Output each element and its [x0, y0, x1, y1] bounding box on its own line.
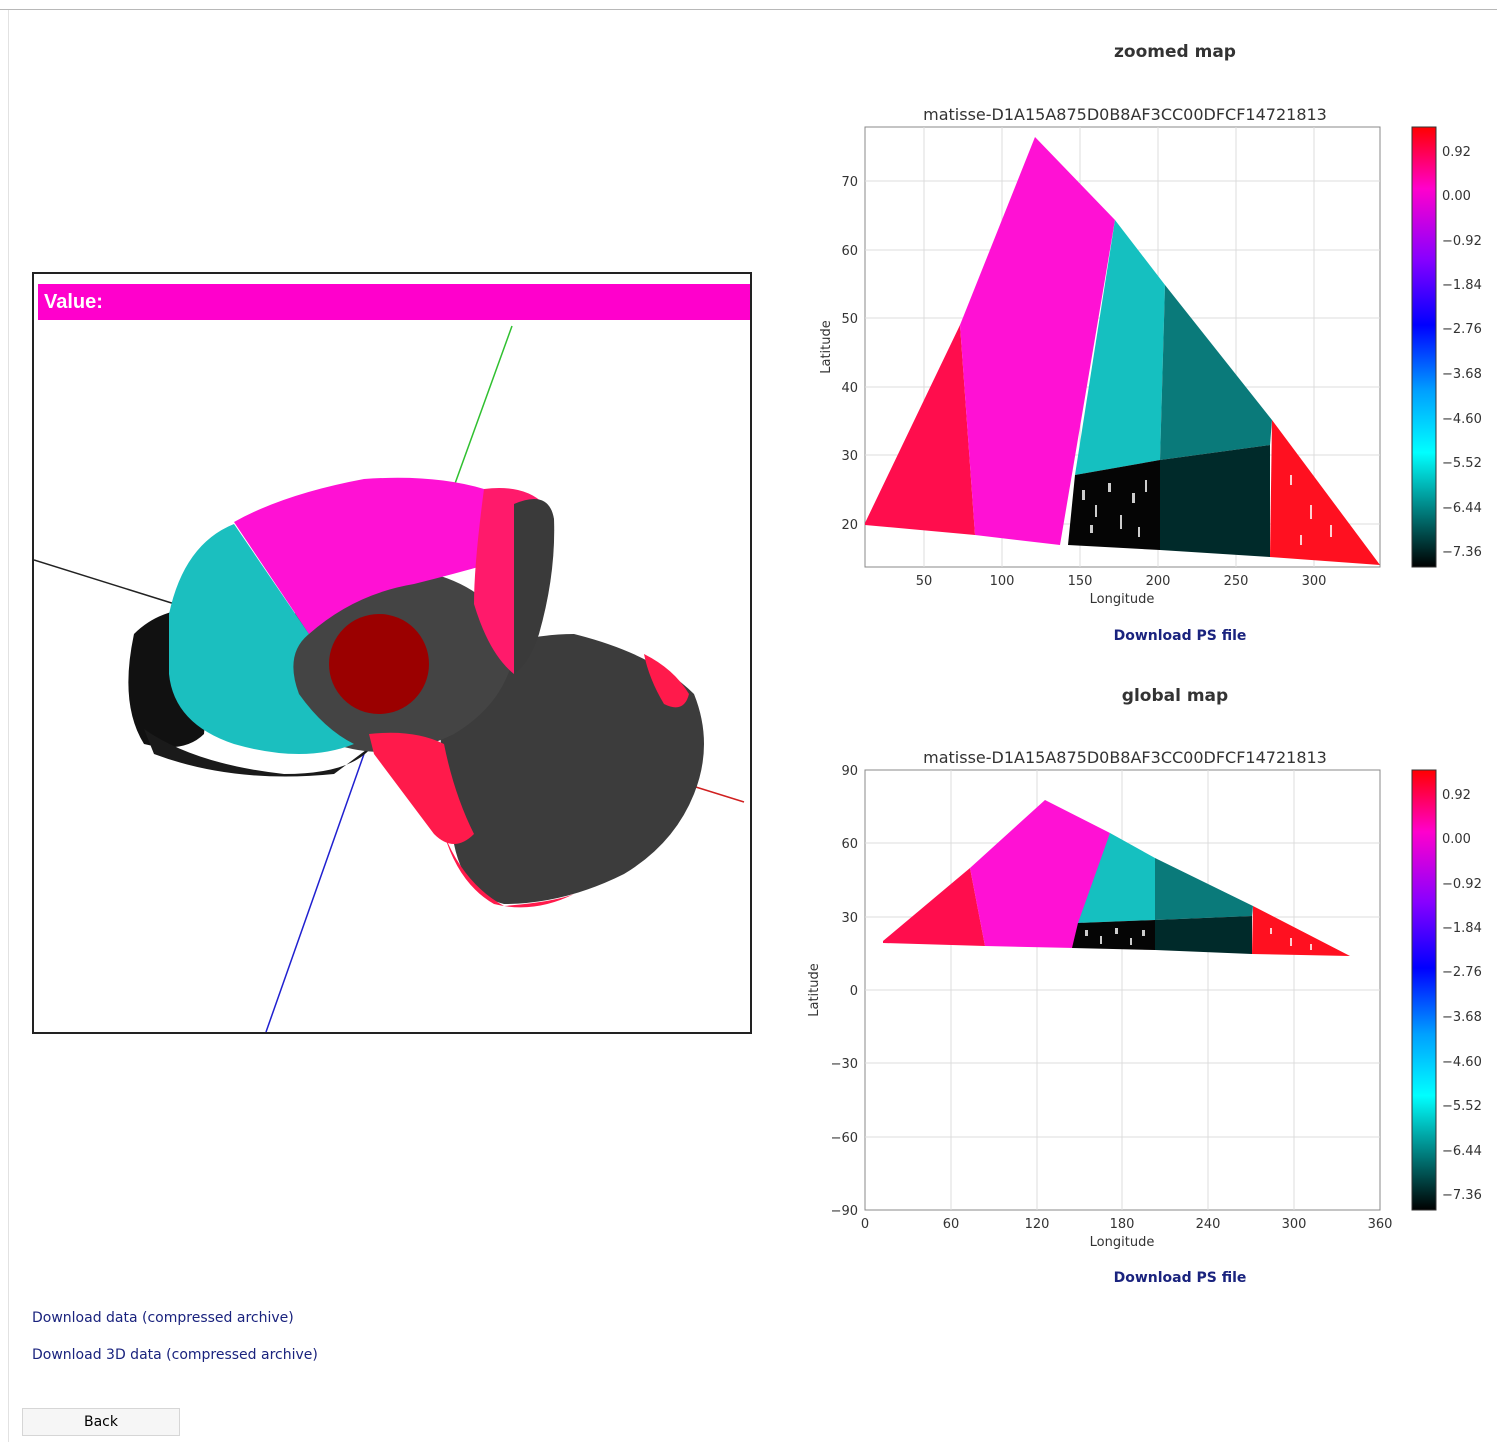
svg-text:50: 50 [916, 574, 933, 589]
svg-text:−60: −60 [831, 1131, 858, 1146]
global-ylabel: Latitude [807, 963, 822, 1017]
selection-marker[interactable] [329, 614, 429, 714]
svg-text:−1.84: −1.84 [1442, 278, 1482, 293]
svg-text:−4.60: −4.60 [1442, 412, 1482, 427]
svg-text:−6.44: −6.44 [1442, 1144, 1482, 1159]
zoomed-xlabel: Longitude [1090, 592, 1155, 607]
svg-text:−7.36: −7.36 [1442, 1188, 1482, 1203]
svg-text:40: 40 [841, 381, 858, 396]
global-xticks: 0 60 120 180 240 300 360 [861, 1217, 1393, 1232]
svg-text:60: 60 [943, 1217, 960, 1232]
global-download-ps-link[interactable]: Download PS file [1113, 1270, 1247, 1286]
svg-text:0: 0 [850, 984, 858, 999]
zoomed-yticks: 20 30 40 50 60 70 [841, 175, 858, 533]
svg-text:300: 300 [1302, 574, 1327, 589]
svg-text:250: 250 [1224, 574, 1249, 589]
top-divider [0, 9, 1497, 10]
svg-text:−6.44: −6.44 [1442, 501, 1482, 516]
svg-text:0.00: 0.00 [1442, 189, 1471, 204]
zoomed-xticks: 50 100 150 200 250 300 [916, 574, 1327, 589]
svg-text:30: 30 [841, 449, 858, 464]
svg-text:200: 200 [1146, 574, 1171, 589]
svg-text:−2.76: −2.76 [1442, 965, 1482, 980]
svg-text:0.92: 0.92 [1442, 788, 1471, 803]
zoomed-download-ps-link[interactable]: Download PS file [1113, 628, 1247, 644]
svg-text:0: 0 [861, 1217, 869, 1232]
svg-text:−1.84: −1.84 [1442, 921, 1482, 936]
zoomed-map-heading: zoomed map [1114, 42, 1236, 62]
x-axis-black [34, 559, 195, 611]
svg-text:0.92: 0.92 [1442, 145, 1471, 160]
global-map-title: matisse-D1A15A875D0B8AF3CC00DFCF14721813 [923, 748, 1327, 767]
svg-text:0.00: 0.00 [1442, 832, 1471, 847]
svg-text:−3.68: −3.68 [1442, 1010, 1482, 1025]
svg-text:−2.76: −2.76 [1442, 322, 1482, 337]
download-3d-data-link[interactable]: Download 3D data (compressed archive) [32, 1347, 318, 1363]
zoomed-colorbar [1411, 126, 1437, 568]
value-bar: Value: [38, 284, 750, 320]
global-map-heading: global map [1121, 686, 1229, 706]
svg-text:120: 120 [1025, 1217, 1050, 1232]
svg-text:30: 30 [841, 911, 858, 926]
svg-text:150: 150 [1068, 574, 1093, 589]
zoomed-map-plot: matisse-D1A15A875D0B8AF3CC00DFCF14721813… [819, 105, 1482, 607]
global-map-data [883, 800, 1350, 956]
zoomed-colorbar-ticks: 0.92 0.00 −0.92 −1.84 −2.76 −3.68 −4.60 … [1442, 145, 1482, 560]
zoomed-map-title: matisse-D1A15A875D0B8AF3CC00DFCF14721813 [923, 105, 1327, 124]
svg-text:100: 100 [990, 574, 1015, 589]
3d-model-canvas[interactable] [34, 274, 750, 1032]
svg-text:60: 60 [841, 837, 858, 852]
3d-viewer[interactable]: Value: [32, 272, 752, 1034]
zoomed-map-data [865, 137, 1380, 565]
svg-text:−0.92: −0.92 [1442, 234, 1482, 249]
global-colorbar-ticks: 0.92 0.00 −0.92 −1.84 −2.76 −3.68 −4.60 … [1442, 788, 1482, 1203]
svg-text:−4.60: −4.60 [1442, 1055, 1482, 1070]
back-button[interactable]: Back [22, 1408, 180, 1436]
svg-text:−90: −90 [831, 1204, 858, 1219]
download-data-link[interactable]: Download data (compressed archive) [32, 1310, 294, 1326]
svg-text:−3.68: −3.68 [1442, 367, 1482, 382]
global-map-plot: matisse-D1A15A875D0B8AF3CC00DFCF14721813… [807, 748, 1482, 1250]
svg-text:−5.52: −5.52 [1442, 456, 1482, 471]
z-axis-blue [265, 753, 365, 1032]
global-yticks: 90 60 30 0 −30 −60 −90 [831, 764, 858, 1219]
global-grid [865, 770, 1380, 1210]
svg-text:60: 60 [841, 244, 858, 259]
svg-text:−7.36: −7.36 [1442, 545, 1482, 560]
global-colorbar [1411, 769, 1437, 1211]
comet-shape-model [128, 477, 704, 908]
svg-text:70: 70 [841, 175, 858, 190]
svg-text:300: 300 [1282, 1217, 1307, 1232]
svg-text:−5.52: −5.52 [1442, 1099, 1482, 1114]
svg-text:90: 90 [841, 764, 858, 779]
svg-text:−30: −30 [831, 1057, 858, 1072]
svg-text:180: 180 [1110, 1217, 1135, 1232]
left-divider [8, 10, 9, 1442]
svg-text:50: 50 [841, 312, 858, 327]
global-xlabel: Longitude [1090, 1235, 1155, 1250]
svg-text:360: 360 [1368, 1217, 1393, 1232]
zoomed-ylabel: Latitude [819, 320, 834, 374]
svg-text:−0.92: −0.92 [1442, 877, 1482, 892]
svg-text:240: 240 [1196, 1217, 1221, 1232]
svg-text:20: 20 [841, 518, 858, 533]
